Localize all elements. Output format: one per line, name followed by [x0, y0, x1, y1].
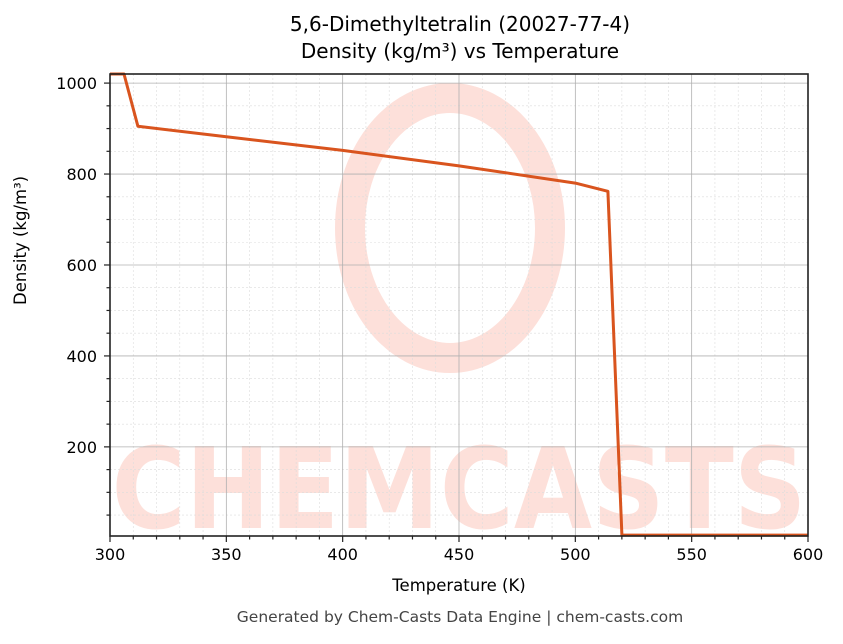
y-axis-label: Density (kg/m³) [11, 175, 30, 305]
svg-text:500: 500 [560, 545, 591, 564]
density-line [110, 72, 808, 537]
svg-text:550: 550 [676, 545, 707, 564]
x-axis-ticks: 300 350 400 450 500 550 600 [95, 536, 824, 564]
footer-credit: Generated by Chem-Casts Data Engine | ch… [236, 608, 684, 626]
svg-text:600: 600 [66, 256, 97, 275]
y-axis-ticks: 200 400 600 800 1000 [56, 74, 110, 516]
svg-text:400: 400 [66, 347, 97, 366]
chart-title-line2: Density (kg/m³) vs Temperature [300, 39, 620, 63]
svg-text:1000: 1000 [56, 74, 97, 93]
svg-text:200: 200 [66, 438, 97, 457]
svg-text:350: 350 [211, 545, 242, 564]
svg-text:450: 450 [444, 545, 475, 564]
chart-title-line1: 5,6-Dimethyltetralin (20027-77-4) [289, 12, 631, 36]
svg-text:300: 300 [95, 545, 126, 564]
svg-text:400: 400 [327, 545, 358, 564]
svg-text:800: 800 [66, 165, 97, 184]
x-axis-label: Temperature (K) [392, 576, 526, 595]
svg-text:600: 600 [793, 545, 824, 564]
